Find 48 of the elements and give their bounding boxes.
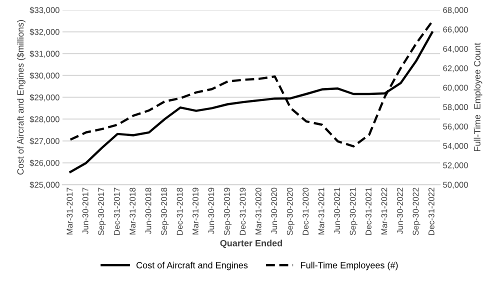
y2-tick-label: 56,000 <box>443 124 468 130</box>
x-tick-label: Dec-31-2018 <box>176 188 183 235</box>
legend-label: Full-Time Employees (#) <box>301 262 398 270</box>
x-tick-label: Sep-30-2021 <box>350 188 358 236</box>
y2-tick-label: 62,000 <box>443 65 468 72</box>
y2-tick-label: 58,000 <box>443 104 468 112</box>
x-tick-label: Mar-31-2022 <box>381 188 388 234</box>
x-tick-label: Jun-30-2017 <box>82 188 88 234</box>
x-tick-label: Dec-31-2019 <box>240 188 246 235</box>
y2-tick-label: 60,000 <box>443 84 468 92</box>
x-tick-label: Dec-31-2022 <box>428 188 434 235</box>
y2-tick-label: 54,000 <box>443 142 468 150</box>
x-tick-label: Sep-30-2017 <box>98 188 106 236</box>
y-tick-label: $32,000 <box>30 28 60 36</box>
x-tick-label: Sep-30-2018 <box>161 188 169 236</box>
y2-tick-label: 52,000 <box>443 162 468 170</box>
x-tick-label: Jun-30-2019 <box>208 188 214 234</box>
y-tick-label: $26,000 <box>30 160 60 167</box>
x-tick-label: Sep-30-2020 <box>286 188 294 236</box>
y-tick-label: $27,000 <box>30 138 60 146</box>
legend-label: Cost of Aircraft and Engines <box>136 262 248 270</box>
x-tick-label: Sep-30-2022 <box>412 188 420 236</box>
y2-tick-label: 50,000 <box>443 182 468 189</box>
x-tick-label: Sep-30-2019 <box>224 188 232 236</box>
x-tick-label: Jun-30-2018 <box>145 188 152 234</box>
x-tick-label: Jun-30-2020 <box>271 188 278 234</box>
x-axis-title: Quarter Ended <box>220 240 282 248</box>
y2-tick-label: 68,000 <box>443 7 468 14</box>
x-tick-label: Mar-31-2018 <box>130 188 136 234</box>
x-tick-label: Jun-30-2021 <box>334 188 340 234</box>
y-tick-label: $25,000 <box>30 181 60 189</box>
y-tick-label: $31,000 <box>30 50 60 58</box>
y-axis-title: Cost of Aircraft and Engines ($millions) <box>16 20 26 175</box>
x-tick-label: Dec-31-2021 <box>366 188 372 235</box>
y-tick-label: $28,000 <box>30 116 60 124</box>
x-tick-label: Mar-31-2019 <box>192 188 198 234</box>
x-tick-label: Mar-31-2020 <box>255 188 262 234</box>
x-tick-label: Jun-30-2022 <box>397 188 403 234</box>
x-tick-label: Dec-31-2017 <box>114 188 120 235</box>
y-tick-label: $30,000 <box>30 72 60 80</box>
y2-tick-label: 64,000 <box>443 46 468 53</box>
y-tick-label: $33,000 <box>30 6 60 14</box>
y2-tick-label: 66,000 <box>443 26 468 34</box>
x-tick-label: Mar-31-2017 <box>66 188 73 234</box>
y-tick-label: $29,000 <box>30 94 60 102</box>
x-tick-label: Mar-31-2021 <box>318 188 324 234</box>
y2-axis-title: Full-Time Employee Count <box>474 42 482 152</box>
x-tick-label: Dec-31-2020 <box>302 188 309 235</box>
